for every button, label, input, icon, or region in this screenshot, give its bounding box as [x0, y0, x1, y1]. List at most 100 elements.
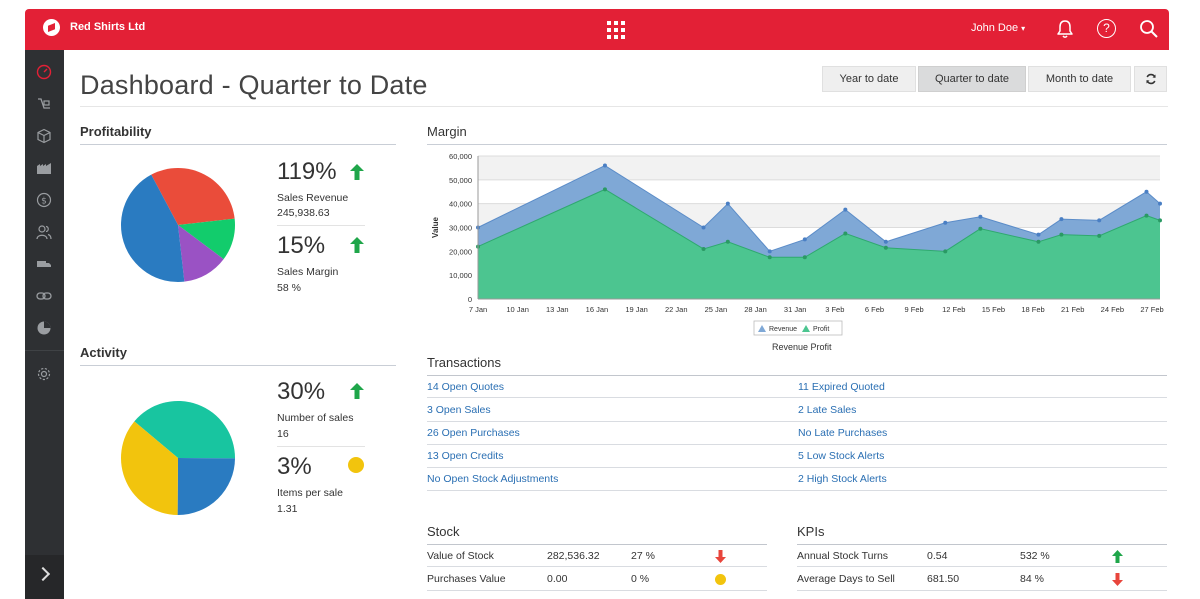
kpi-percent: 532 %	[1020, 550, 1050, 562]
point-profit	[802, 255, 807, 260]
margin-area-chart: 0 10,000 20,000 30,000 40,000 50,000 60,000 Val…	[431, 152, 1164, 352]
point-revenue	[602, 163, 607, 168]
point-revenue	[1158, 201, 1162, 206]
transaction-link[interactable]: No Late Purchases	[798, 427, 888, 439]
transactions-row: 3 Open Sales 2 Late Sales	[427, 399, 1167, 422]
items-per-sale-value: 1.31	[277, 503, 298, 515]
inventory-icon[interactable]	[36, 160, 52, 176]
x-tick-label: 15 Feb	[982, 305, 1005, 314]
activity-pie-chart	[121, 401, 235, 515]
kpis-title: KPIs	[797, 524, 825, 539]
point-profit	[1097, 233, 1102, 238]
sidebar-divider	[25, 350, 64, 351]
legend-profit-icon[interactable]	[802, 325, 810, 332]
trend-up-icon	[1112, 550, 1123, 563]
sidebar-collapse[interactable]	[25, 555, 64, 599]
svg-text:$: $	[41, 197, 47, 207]
settings-icon[interactable]	[36, 366, 52, 382]
x-tick-label: 10 Jan	[506, 305, 529, 314]
user-menu[interactable]: John Doe ▾	[971, 22, 1025, 34]
point-profit	[1036, 239, 1041, 244]
integrations-icon[interactable]	[36, 288, 52, 304]
legend-revenue[interactable]: Revenue	[769, 326, 797, 333]
activity-title: Activity	[80, 345, 127, 360]
transaction-link[interactable]: 5 Low Stock Alerts	[798, 450, 885, 462]
sales-revenue-percent: 119%	[277, 158, 337, 185]
point-revenue	[701, 225, 706, 230]
x-tick-label: 9 Feb	[905, 305, 924, 314]
year-to-date-button[interactable]: Year to date	[822, 66, 916, 92]
activity-underline	[80, 365, 396, 366]
y-tick-label: 0	[468, 295, 472, 304]
profitability-pie-chart	[121, 168, 235, 282]
stock-label: Value of Stock	[427, 550, 494, 562]
company-name: Red Shirts Ltd	[70, 21, 146, 33]
kpi-label: Annual Stock Turns	[797, 550, 889, 562]
x-tick-label: 31 Jan	[784, 305, 807, 314]
legend-box	[753, 320, 843, 336]
transactions-row: 26 Open Purchases No Late Purchases	[427, 422, 1167, 445]
shipping-icon[interactable]	[36, 256, 52, 272]
finance-icon[interactable]: $	[36, 192, 52, 208]
bell-icon[interactable]	[1055, 19, 1075, 39]
grid-band	[478, 156, 1160, 180]
trend-neutral-icon	[715, 574, 726, 585]
reports-icon[interactable]	[36, 320, 52, 336]
quarter-to-date-button[interactable]: Quarter to date	[918, 66, 1026, 92]
stock-percent: 0 %	[631, 573, 650, 585]
user-name: John Doe	[971, 22, 1019, 34]
sales-margin-label: Sales Margin	[277, 266, 339, 278]
trend-down-icon	[1112, 573, 1123, 586]
top-bar: Red Shirts Ltd John Doe ▾ ?	[25, 9, 1169, 50]
sales-revenue-value: 245,938.63	[277, 207, 330, 219]
dashboard-icon[interactable]	[36, 64, 52, 80]
sidebar: $	[25, 50, 64, 599]
pie-slice-teal	[134, 401, 235, 459]
x-tick-label: 28 Jan	[744, 305, 767, 314]
point-profit	[843, 231, 848, 236]
kpi-row: Annual Stock Turns 0.54 532 %	[797, 544, 1167, 567]
number-of-sales-label: Number of sales	[277, 412, 354, 424]
refresh-icon	[1146, 73, 1156, 85]
search-icon[interactable]	[1139, 19, 1159, 39]
trend-up-icon	[350, 383, 364, 399]
point-revenue	[767, 249, 772, 254]
sales-margin-value: 58 %	[277, 282, 301, 294]
transaction-link[interactable]: 2 Late Sales	[798, 404, 857, 416]
stock-value: 0.00	[547, 573, 568, 585]
point-profit	[1144, 213, 1149, 218]
sales-icon[interactable]	[36, 96, 52, 112]
brand[interactable]: Red Shirts Ltd	[43, 19, 145, 36]
legend-revenue-icon[interactable]	[758, 325, 766, 332]
apps-grid-icon[interactable]	[607, 21, 625, 39]
y-tick-label: 60,000	[449, 152, 472, 161]
point-profit	[883, 245, 888, 250]
transaction-link[interactable]: 2 High Stock Alerts	[798, 473, 887, 485]
help-icon[interactable]: ?	[1097, 19, 1116, 38]
x-tick-label: 16 Jan	[586, 305, 609, 314]
legend-caption: Revenue Profit	[772, 342, 832, 352]
contacts-icon[interactable]	[36, 224, 52, 240]
company-logo-icon	[43, 19, 60, 36]
transaction-link[interactable]: 11 Expired Quoted	[798, 381, 885, 393]
point-revenue	[725, 201, 730, 206]
products-icon[interactable]	[36, 128, 52, 144]
transactions-title: Transactions	[427, 355, 501, 370]
transaction-link[interactable]: 26 Open Purchases	[427, 427, 520, 439]
stock-value: 282,536.32	[547, 550, 600, 562]
number-of-sales-percent: 30%	[277, 378, 326, 405]
refresh-button[interactable]	[1134, 66, 1167, 92]
stock-title: Stock	[427, 524, 460, 539]
legend-profit[interactable]: Profit	[813, 326, 829, 333]
y-tick-label: 30,000	[449, 224, 472, 233]
point-profit	[978, 226, 983, 231]
point-profit	[1059, 232, 1064, 237]
transaction-link[interactable]: 14 Open Quotes	[427, 381, 505, 393]
transaction-link[interactable]: No Open Stock Adjustments	[427, 473, 559, 485]
transaction-link[interactable]: 3 Open Sales	[427, 404, 491, 416]
number-of-sales-value: 16	[277, 428, 289, 440]
month-to-date-button[interactable]: Month to date	[1028, 66, 1131, 92]
kpi-row: Average Days to Sell 681.50 84 %	[797, 568, 1167, 591]
transaction-link[interactable]: 13 Open Credits	[427, 450, 504, 462]
pie-slice-red	[151, 168, 235, 225]
